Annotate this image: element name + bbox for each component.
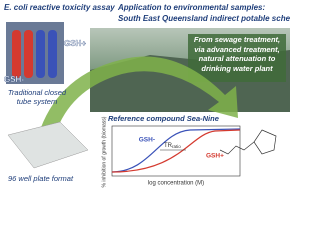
ratio-main: TR xyxy=(164,143,173,149)
arrow xyxy=(40,56,238,132)
curve-minus-label: GSH- xyxy=(139,137,155,144)
tube-minus: GSH- xyxy=(4,75,24,84)
ratio-sub: ratio xyxy=(172,144,181,149)
curve-minus-line xyxy=(111,128,241,173)
y-axis-label: % inhibition of growth (biomass) xyxy=(101,116,107,187)
ratio-label: TRratio xyxy=(164,143,181,150)
tubes xyxy=(6,22,64,84)
graphic: From sewage treatment, via advanced trea… xyxy=(4,3,302,187)
box-text-wrap: From sewage treatment, via advanced trea… xyxy=(193,35,281,73)
plot-title: Reference compound Sea-Nine xyxy=(108,114,219,123)
app-title: Application to environmental samples: xyxy=(117,3,265,12)
plate xyxy=(7,121,89,169)
tube xyxy=(24,30,33,78)
plate-body xyxy=(7,121,89,169)
app-subtitle: South East Queensland indirect potable s… xyxy=(118,14,290,23)
tube-caption: Traditional closed tube system xyxy=(7,88,67,106)
x-axis-label: log concentration (M) xyxy=(148,181,204,187)
assay-title: E. coli reactive toxicity assay xyxy=(4,3,115,12)
tube xyxy=(48,30,57,78)
plate-caption: 96 well plate format xyxy=(8,174,74,183)
curve-plus-label: GSH+ xyxy=(206,153,224,160)
text-box xyxy=(188,34,286,82)
tube-plus: GSH+ xyxy=(64,39,86,48)
structure xyxy=(219,129,277,155)
tube xyxy=(36,30,45,78)
caption-wrap: Traditional closed tube system xyxy=(7,88,67,106)
tube xyxy=(12,30,21,78)
box-text: From sewage treatment, via advanced trea… xyxy=(193,35,281,73)
